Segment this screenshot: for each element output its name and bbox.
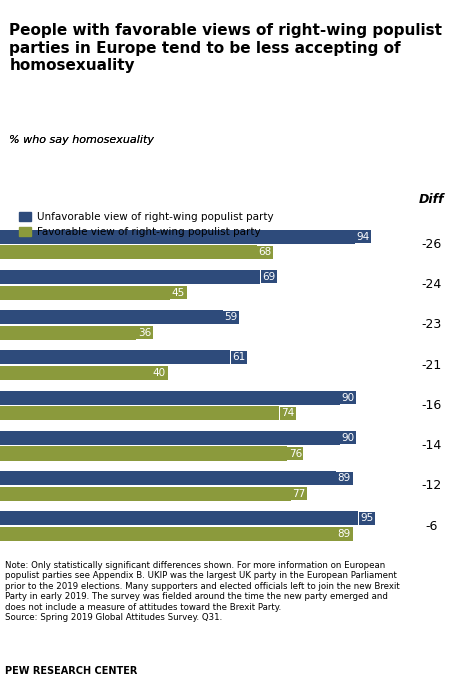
Text: 36: 36 — [138, 328, 151, 338]
Text: 45: 45 — [172, 287, 185, 297]
Legend: Unfavorable view of right-wing populist party, Favorable view of right-wing popu: Unfavorable view of right-wing populist … — [15, 208, 277, 241]
Text: 89: 89 — [338, 529, 351, 539]
Bar — [0, 471, 336, 485]
Text: -24: -24 — [421, 279, 441, 291]
Text: -6: -6 — [425, 520, 438, 533]
Bar — [0, 446, 287, 460]
Text: 69: 69 — [262, 272, 275, 282]
Text: 95: 95 — [360, 513, 374, 523]
Bar — [0, 527, 336, 541]
Text: People with favorable views of right-wing populist
parties in Europe tend to be : People with favorable views of right-win… — [9, 23, 443, 73]
Bar — [0, 230, 355, 243]
Text: Note: Only statistically significant differences shown. For more information on : Note: Only statistically significant dif… — [5, 561, 400, 622]
Text: -26: -26 — [421, 238, 441, 251]
Text: -21: -21 — [421, 359, 441, 372]
Text: -14: -14 — [421, 439, 441, 452]
Text: 89: 89 — [338, 473, 351, 483]
Bar — [0, 511, 358, 525]
Text: 74: 74 — [281, 408, 294, 418]
Bar — [0, 245, 256, 260]
Bar — [0, 270, 260, 284]
Text: % who say homosexuality: % who say homosexuality — [9, 135, 158, 145]
Bar — [0, 326, 136, 340]
Text: 90: 90 — [341, 433, 355, 443]
Bar — [0, 391, 340, 405]
Text: -16: -16 — [421, 399, 441, 412]
Text: -12: -12 — [421, 479, 441, 492]
Text: 76: 76 — [289, 448, 302, 458]
Text: 59: 59 — [225, 312, 238, 322]
Bar — [0, 406, 279, 420]
Text: 61: 61 — [232, 352, 246, 362]
Bar — [0, 366, 151, 380]
Bar — [0, 487, 291, 501]
Text: -23: -23 — [421, 318, 441, 331]
Text: 40: 40 — [153, 368, 166, 378]
Text: PEW RESEARCH CENTER: PEW RESEARCH CENTER — [5, 666, 137, 676]
Bar — [0, 350, 230, 364]
Bar — [0, 310, 223, 324]
Text: % who say homosexuality: % who say homosexuality — [9, 135, 158, 145]
Text: 77: 77 — [292, 489, 306, 499]
Bar — [0, 431, 340, 445]
Text: 90: 90 — [341, 393, 355, 403]
Text: 68: 68 — [258, 247, 272, 258]
Text: 94: 94 — [356, 232, 370, 241]
Text: Diff: Diff — [419, 193, 444, 206]
Bar — [0, 285, 170, 299]
